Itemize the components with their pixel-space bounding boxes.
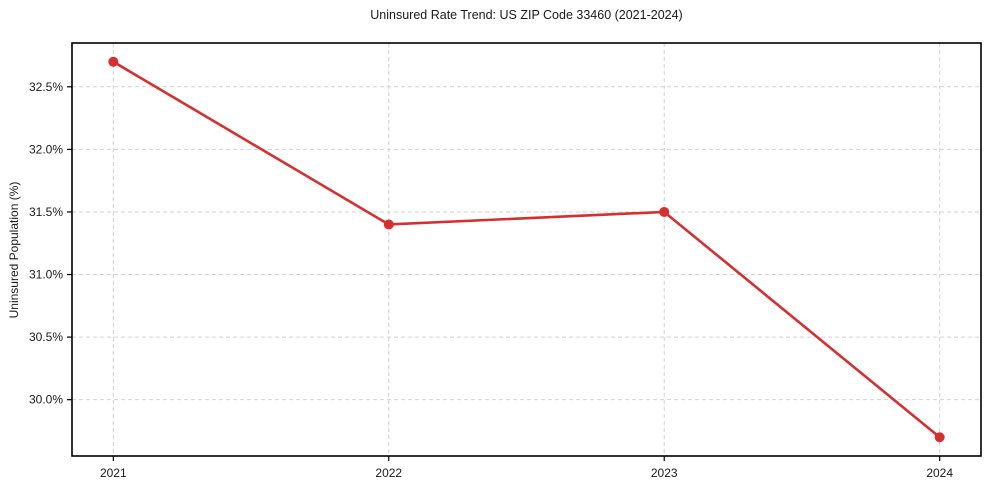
x-tick-label: 2024 (926, 466, 953, 480)
x-tick-label: 2021 (100, 466, 127, 480)
x-tick-label: 2022 (375, 466, 402, 480)
data-point (659, 206, 670, 217)
data-point (383, 219, 394, 230)
y-tick-label: 31.0% (29, 268, 63, 282)
x-tick-label: 2023 (651, 466, 678, 480)
y-tick-label: 32.0% (29, 142, 63, 156)
data-point (934, 432, 945, 443)
y-tick-label: 31.5% (29, 205, 63, 219)
y-tick-label: 30.0% (29, 393, 63, 407)
data-point (108, 56, 119, 67)
y-tick-label: 32.5% (29, 80, 63, 94)
series-line (112, 60, 941, 439)
y-tick-label: 30.5% (29, 330, 63, 344)
chart-title: Uninsured Rate Trend: US ZIP Code 33460 … (370, 8, 683, 22)
plot-border (71, 42, 982, 457)
